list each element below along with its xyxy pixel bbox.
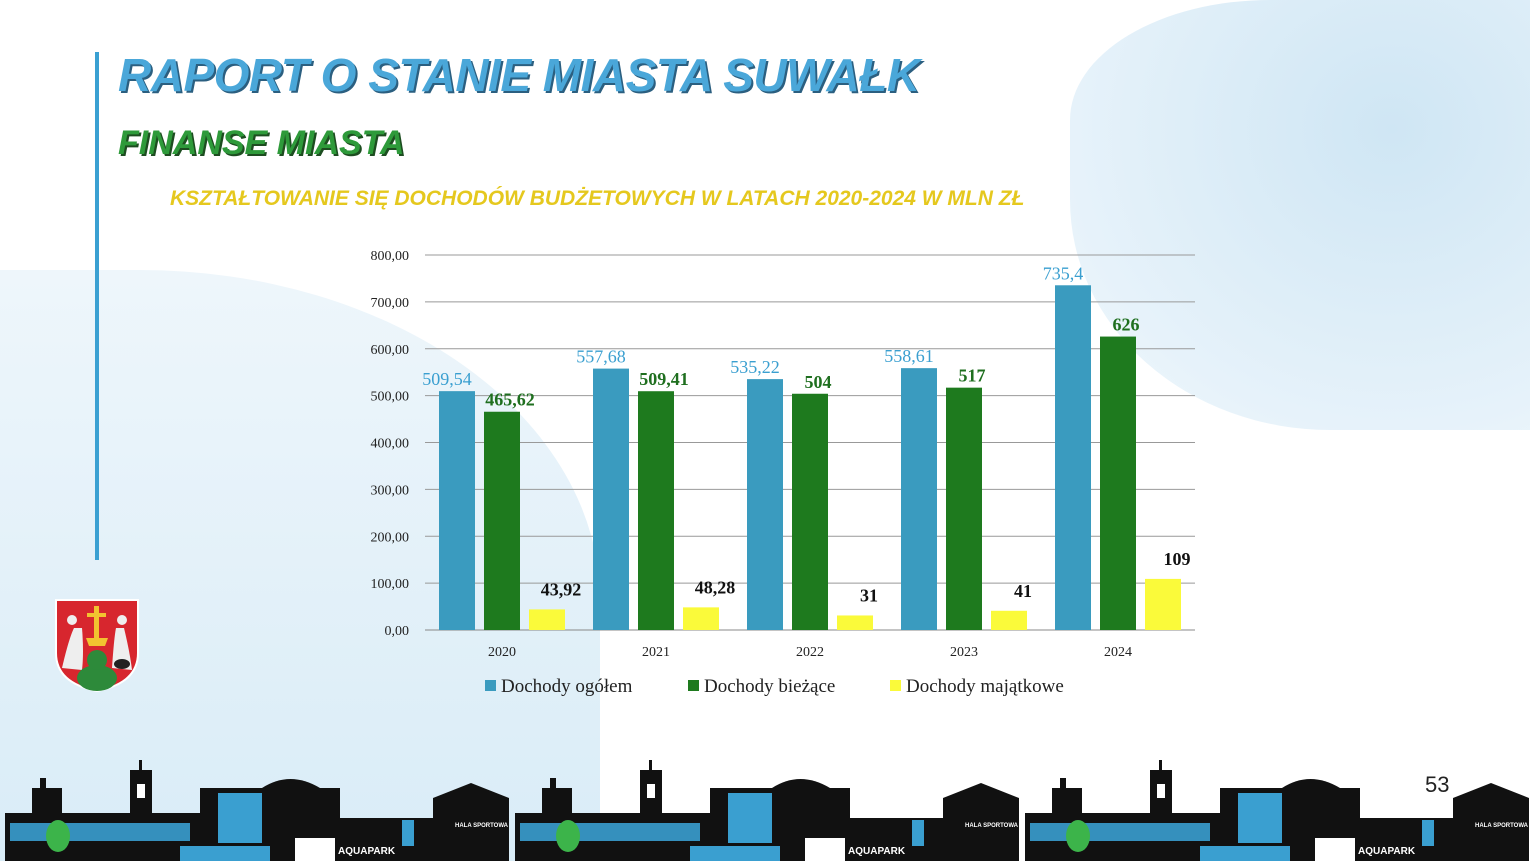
bar-dochody-ogółem (439, 391, 475, 630)
legend-label: Dochody bieżące (704, 676, 835, 697)
aquapark-label: AQUAPARK (848, 846, 906, 857)
bar-dochody-majątkowe (991, 610, 1027, 630)
y-tick-label: 800,00 (371, 249, 410, 264)
y-tick-label: 400,00 (371, 437, 410, 452)
bar-dochody-majątkowe (837, 615, 873, 630)
bar-dochody-majątkowe (529, 609, 565, 630)
data-label: 509,41 (639, 369, 689, 389)
y-tick-label: 300,00 (371, 483, 410, 498)
y-tick-label: 100,00 (371, 577, 410, 592)
data-label: 48,28 (695, 577, 736, 597)
y-tick-label: 0,00 (385, 624, 410, 639)
data-label: 31 (860, 585, 878, 605)
data-label: 509,54 (422, 369, 472, 389)
data-label: 109 (1164, 549, 1191, 569)
legend-swatch (890, 680, 901, 691)
bar-dochody-bieżące (946, 387, 982, 630)
data-label: 517 (959, 366, 986, 386)
x-tick-label: 2024 (1104, 645, 1132, 660)
page-number: 53 (1425, 772, 1450, 797)
bar-dochody-bieżące (484, 411, 520, 630)
hala-sportowa-label: HALA SPORTOWA (965, 823, 1019, 829)
bar-dochody-ogółem (901, 368, 937, 630)
y-tick-label: 500,00 (371, 390, 410, 405)
bar-dochody-ogółem (1055, 285, 1091, 630)
bar-dochody-majątkowe (1145, 578, 1181, 630)
bar-dochody-ogółem (747, 379, 783, 630)
y-tick-label: 700,00 (371, 296, 410, 311)
data-label: 41 (1014, 581, 1032, 601)
data-label: 558,61 (884, 346, 934, 366)
bar-dochody-bieżące (638, 391, 674, 630)
data-label: 535,22 (730, 357, 780, 377)
data-label: 557,68 (576, 347, 626, 367)
legend-swatch (485, 680, 496, 691)
bar-dochody-ogółem (593, 368, 629, 630)
city-skyline-illustration (5, 760, 1529, 861)
section-title: FINANSE MIASTA (118, 124, 405, 162)
aquapark-label: AQUAPARK (1358, 846, 1416, 857)
hala-sportowa-label: HALA SPORTOWA (1475, 823, 1529, 829)
x-tick-label: 2021 (642, 645, 670, 660)
data-label: 626 (1113, 315, 1140, 335)
legend-label: Dochody ogółem (501, 676, 633, 697)
y-tick-label: 600,00 (371, 343, 410, 358)
x-tick-label: 2020 (488, 645, 516, 660)
bar-dochody-bieżące (792, 393, 828, 630)
background-shape (1070, 0, 1530, 430)
x-tick-label: 2023 (950, 645, 978, 660)
aquapark-label: AQUAPARK (338, 846, 396, 857)
data-label: 504 (805, 372, 832, 392)
bar-dochody-bieżące (1100, 336, 1136, 630)
accent-line (95, 52, 99, 560)
data-label: 43,92 (541, 579, 582, 599)
y-tick-label: 200,00 (371, 530, 410, 545)
city-coat-of-arms-icon (55, 599, 139, 693)
legend-label: Dochody majątkowe (906, 676, 1064, 697)
legend-swatch (688, 680, 699, 691)
hala-sportowa-label: HALA SPORTOWA (455, 823, 509, 829)
bar-dochody-majątkowe (683, 607, 719, 630)
data-label: 735,4 (1043, 263, 1084, 283)
page-title: RAPORT O STANIE MIASTA SUWAŁK (118, 49, 920, 101)
x-tick-label: 2022 (796, 645, 824, 660)
chart-title: KSZTAŁTOWANIE SIĘ DOCHODÓW BUDŻETOWYCH W… (170, 187, 1025, 210)
data-label: 465,62 (485, 390, 535, 410)
